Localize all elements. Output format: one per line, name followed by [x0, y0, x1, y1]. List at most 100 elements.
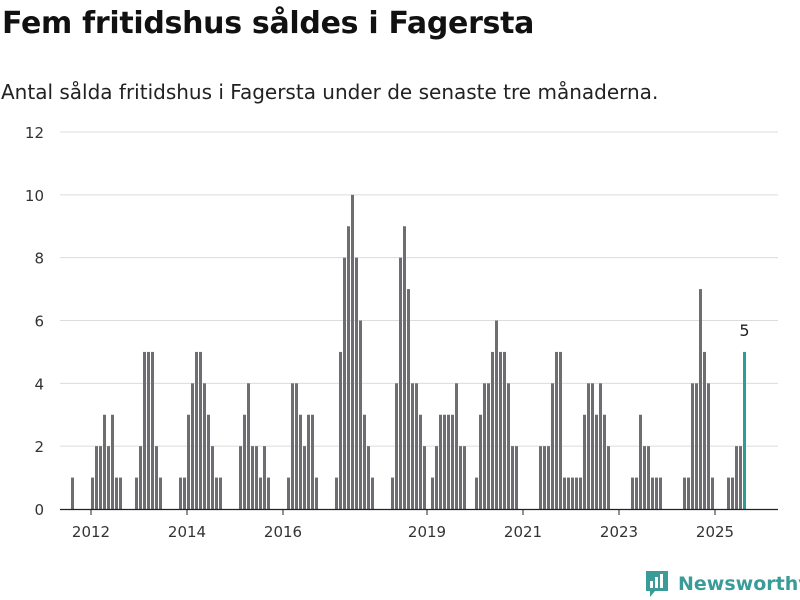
y-tick-label: 4 — [34, 375, 44, 393]
x-tick-label: 2012 — [72, 523, 110, 541]
bar — [607, 446, 610, 509]
bar — [95, 446, 98, 509]
chart-subtitle: Antal sålda fritidshus i Fagersta under … — [1, 80, 659, 104]
bar — [359, 320, 362, 509]
bar — [315, 477, 318, 509]
bar — [215, 477, 218, 509]
x-tick-label: 2025 — [696, 523, 734, 541]
y-axis-ticks: 0 2 4 6 8 10 12 — [25, 124, 44, 519]
bar — [295, 383, 298, 509]
x-tick-label: 2019 — [408, 523, 446, 541]
y-tick-label: 0 — [34, 501, 44, 519]
bar — [459, 446, 462, 509]
x-tick-label: 2014 — [168, 523, 206, 541]
bar — [299, 414, 302, 509]
bar — [287, 477, 290, 509]
bar — [595, 414, 598, 509]
bar — [511, 446, 514, 509]
bar — [407, 289, 410, 509]
bar — [151, 351, 154, 509]
bar — [403, 226, 406, 509]
bar — [355, 257, 358, 509]
bar — [219, 477, 222, 509]
bar — [731, 477, 734, 509]
bar — [263, 446, 266, 509]
bar — [735, 446, 738, 509]
bar — [431, 477, 434, 509]
bar — [199, 351, 202, 509]
x-tick-label: 2016 — [264, 523, 302, 541]
bar — [691, 383, 694, 509]
data-labels: 5 — [739, 321, 749, 340]
bar — [699, 289, 702, 509]
bar — [711, 477, 714, 509]
bar — [259, 477, 262, 509]
bar — [583, 414, 586, 509]
x-axis: 2012 2014 2016 2019 2021 2023 2025 — [60, 508, 778, 541]
bar — [391, 477, 394, 509]
bar — [339, 351, 342, 509]
bar — [495, 320, 498, 509]
y-tick-label: 2 — [34, 438, 44, 456]
bar — [447, 414, 450, 509]
bar — [267, 477, 270, 509]
brand-name: Newsworthy — [678, 573, 800, 595]
bar — [563, 477, 566, 509]
bar — [703, 351, 706, 509]
bar — [303, 446, 306, 509]
bar — [483, 383, 486, 509]
bar — [255, 446, 258, 509]
bar — [139, 446, 142, 509]
bar — [479, 414, 482, 509]
bar — [195, 351, 198, 509]
bar — [187, 414, 190, 509]
bar — [311, 414, 314, 509]
bar — [211, 446, 214, 509]
bar — [443, 414, 446, 509]
bar — [739, 446, 742, 509]
bar — [559, 351, 562, 509]
y-tick-label: 8 — [34, 250, 44, 268]
bar — [111, 414, 114, 509]
bar — [687, 477, 690, 509]
bar — [291, 383, 294, 509]
bar — [335, 477, 338, 509]
bar — [363, 414, 366, 509]
bar — [455, 383, 458, 509]
bar — [575, 477, 578, 509]
bar — [251, 446, 254, 509]
bar — [135, 477, 138, 509]
bar — [435, 446, 438, 509]
bar — [239, 446, 242, 509]
bar — [99, 446, 102, 509]
chart-title: Fem fritidshus såldes i Fagersta — [2, 6, 535, 41]
bar — [491, 351, 494, 509]
bar — [487, 383, 490, 509]
x-tick-label: 2023 — [600, 523, 638, 541]
newsworthy-logo[interactable]: Newsworthy — [644, 568, 800, 600]
bar — [639, 414, 642, 509]
bar — [683, 477, 686, 509]
bar — [591, 383, 594, 509]
bar — [635, 477, 638, 509]
bar — [571, 477, 574, 509]
bar — [603, 414, 606, 509]
bars — [71, 194, 746, 509]
bar — [107, 446, 110, 509]
bar — [103, 414, 106, 509]
y-tick-label: 12 — [25, 124, 44, 142]
bar — [347, 226, 350, 509]
bar-chart: 0 2 4 6 8 10 12 2012 2014 2016 2019 2021 2023 2025 5 — [25, 124, 778, 541]
bar — [543, 446, 546, 509]
bar — [207, 414, 210, 509]
bar — [203, 383, 206, 509]
bar — [439, 414, 442, 509]
bar — [651, 477, 654, 509]
bar — [567, 477, 570, 509]
bar — [423, 446, 426, 509]
gridlines — [60, 131, 778, 447]
bar — [155, 446, 158, 509]
bar — [695, 383, 698, 509]
bar — [183, 477, 186, 509]
bar — [119, 477, 122, 509]
